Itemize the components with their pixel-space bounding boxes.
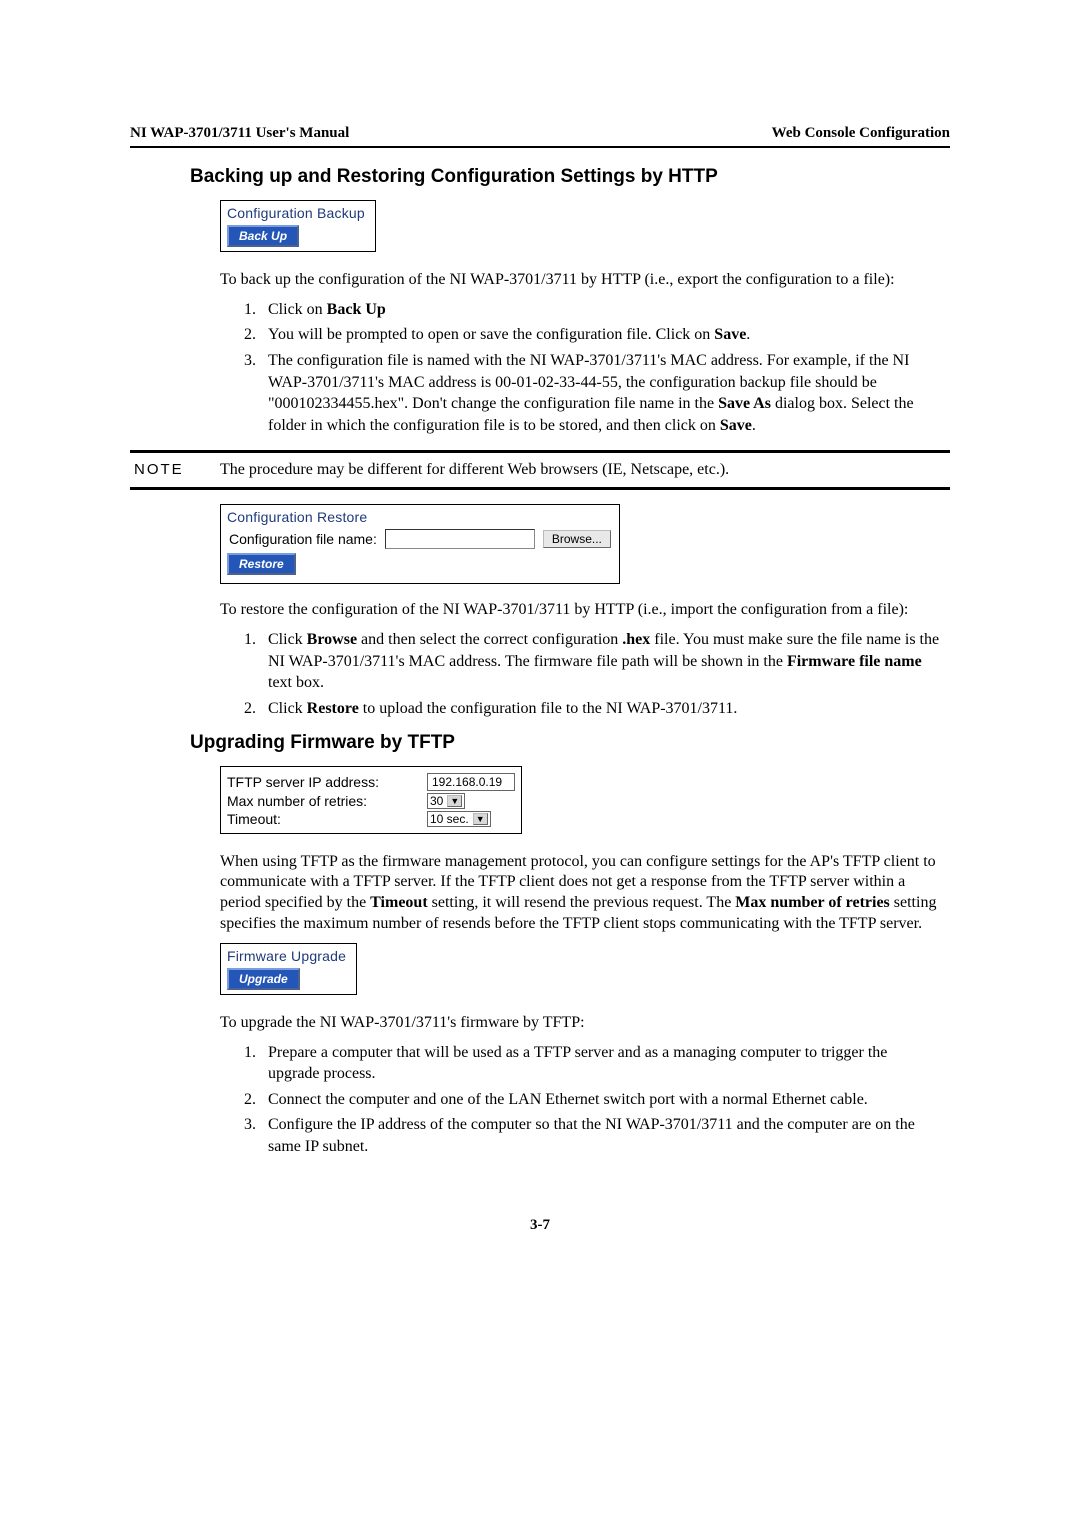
tftp-ip-label: TFTP server IP address: [227,774,427,790]
page-header: NI WAP-3701/3711 User's Manual Web Conso… [130,125,950,148]
restore-intro: To restore the configuration of the NI W… [220,600,940,621]
tftp-paragraph: When using TFTP as the firmware manageme… [220,852,940,935]
list-item: Connect the computer and one of the LAN … [260,1089,940,1111]
backup-button[interactable]: Back Up [227,225,299,247]
tftp-ip-input[interactable]: 192.168.0.19 [427,773,515,791]
browse-button[interactable]: Browse... [543,530,611,548]
upgrade-button[interactable]: Upgrade [227,968,300,990]
tftp-settings-panel: TFTP server IP address: 192.168.0.19 Max… [220,766,522,834]
upgrade-intro: To upgrade the NI WAP-3701/3711's firmwa… [220,1013,940,1034]
list-item: Click Browse and then select the correct… [260,629,940,694]
config-file-input[interactable] [385,529,535,549]
retries-label: Max number of retries: [227,793,427,809]
list-item: The configuration file is named with the… [260,350,940,436]
header-left: NI WAP-3701/3711 User's Manual [130,125,349,142]
config-restore-panel: Configuration Restore Configuration file… [220,504,620,584]
chevron-down-icon: ▼ [473,813,488,825]
restore-button[interactable]: Restore [227,553,296,575]
page-number: 3-7 [130,1217,950,1234]
chevron-down-icon: ▼ [447,795,462,807]
backup-steps: Click on Back Up You will be prompted to… [260,299,940,437]
retries-select[interactable]: 30▼ [427,793,465,809]
upgrade-steps: Prepare a computer that will be used as … [260,1042,940,1158]
list-item: Prepare a computer that will be used as … [260,1042,940,1085]
config-backup-title: Configuration Backup [221,201,375,223]
note-text: The procedure may be different for diffe… [220,461,950,479]
timeout-select[interactable]: 10 sec.▼ [427,811,491,827]
config-backup-panel: Configuration Backup Back Up [220,200,376,252]
note-label: NOTE [130,461,220,479]
section-tftp-title: Upgrading Firmware by TFTP [190,732,950,754]
backup-intro: To back up the configuration of the NI W… [220,270,940,291]
list-item: Click Restore to upload the configuratio… [260,698,940,720]
firmware-upgrade-panel: Firmware Upgrade Upgrade [220,943,357,995]
firmware-upgrade-title: Firmware Upgrade [221,944,356,966]
note-block: NOTE The procedure may be different for … [130,450,950,490]
config-restore-title: Configuration Restore [221,505,619,527]
config-file-label: Configuration file name: [229,531,377,547]
timeout-label: Timeout: [227,811,427,827]
header-right: Web Console Configuration [772,125,950,142]
list-item: Configure the IP address of the computer… [260,1114,940,1157]
list-item: You will be prompted to open or save the… [260,324,940,346]
restore-steps: Click Browse and then select the correct… [260,629,940,719]
list-item: Click on Back Up [260,299,940,321]
section-backup-title: Backing up and Restoring Configuration S… [190,166,950,188]
